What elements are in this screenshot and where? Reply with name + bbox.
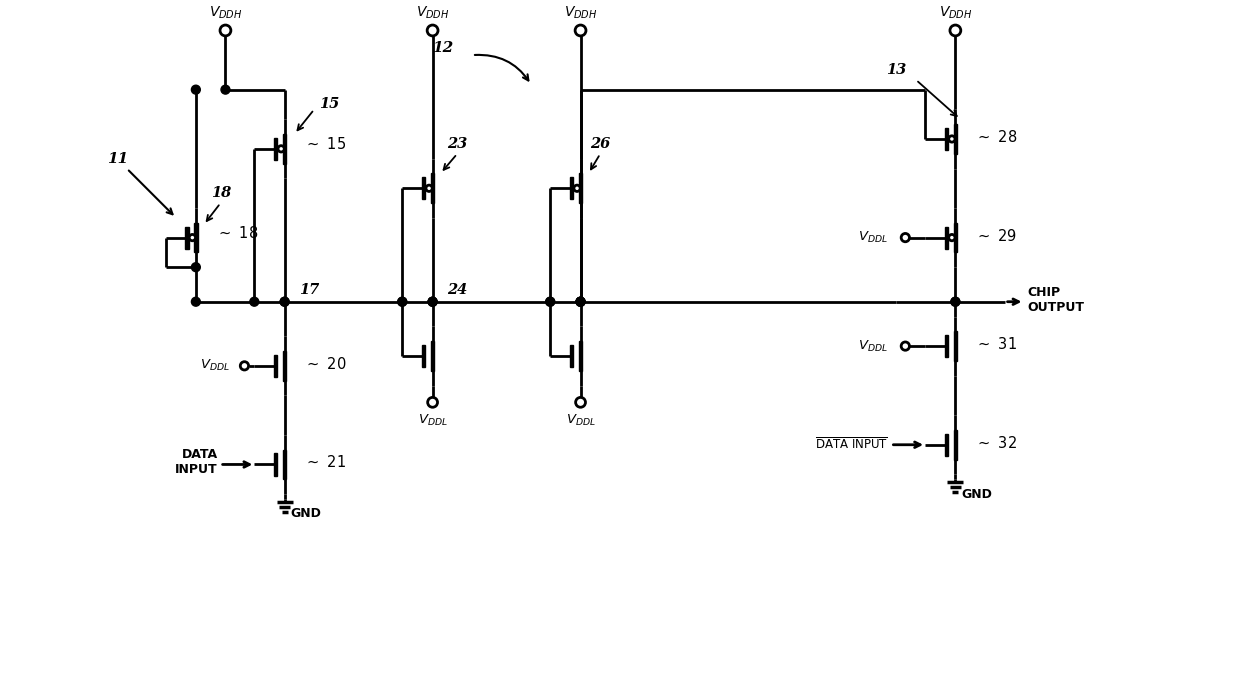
Text: $V_{DDH}$: $V_{DDH}$ (939, 4, 972, 21)
Text: 26: 26 (590, 137, 610, 151)
Text: $V_{DDL}$: $V_{DDL}$ (858, 339, 888, 353)
Circle shape (428, 398, 436, 406)
Text: $\sim\ 32$: $\sim\ 32$ (975, 435, 1017, 451)
Bar (274, 138, 278, 160)
Text: DATA
INPUT: DATA INPUT (175, 448, 218, 476)
Text: $\overline{\mathrm{DATA\ INPUT}}$: $\overline{\mathrm{DATA\ INPUT}}$ (816, 437, 889, 452)
Text: GND: GND (961, 487, 992, 501)
Circle shape (577, 398, 585, 406)
Bar (185, 227, 188, 249)
Text: $V_{DDH}$: $V_{DDH}$ (415, 4, 449, 21)
Text: 23: 23 (448, 137, 467, 151)
Text: GND: GND (290, 507, 321, 520)
Text: $V_{DDL}$: $V_{DDL}$ (565, 413, 595, 428)
Circle shape (191, 297, 201, 306)
Circle shape (951, 297, 960, 306)
Circle shape (901, 234, 909, 241)
Circle shape (190, 235, 195, 240)
Text: $\sim\ 18$: $\sim\ 18$ (216, 225, 258, 241)
Text: $V_{DDH}$: $V_{DDH}$ (208, 4, 242, 21)
Circle shape (949, 137, 955, 141)
Bar (274, 355, 278, 377)
Circle shape (241, 362, 248, 369)
Circle shape (279, 146, 284, 151)
Bar (954, 223, 957, 252)
Text: 11: 11 (107, 151, 128, 166)
Bar (945, 335, 949, 357)
Circle shape (949, 235, 955, 240)
Bar (283, 134, 286, 164)
Circle shape (577, 297, 585, 306)
Bar (422, 345, 425, 367)
Bar (579, 174, 583, 203)
Text: $\sim\ 28$: $\sim\ 28$ (975, 129, 1017, 145)
Text: $\sim\ 29$: $\sim\ 29$ (975, 227, 1017, 244)
Text: 24: 24 (448, 283, 467, 297)
Circle shape (398, 297, 407, 306)
Circle shape (398, 297, 407, 306)
Bar (954, 430, 957, 460)
Text: 18: 18 (211, 186, 231, 201)
Bar (274, 454, 278, 476)
Bar (945, 433, 949, 456)
Circle shape (575, 26, 585, 35)
Text: $\sim\ 15$: $\sim\ 15$ (304, 136, 346, 152)
Circle shape (280, 297, 289, 306)
Text: $\sim\ 21$: $\sim\ 21$ (304, 454, 346, 470)
Circle shape (546, 297, 554, 306)
Bar (945, 128, 949, 150)
Circle shape (250, 297, 259, 306)
Circle shape (951, 26, 960, 35)
Text: 13: 13 (887, 63, 906, 77)
Bar (283, 351, 286, 381)
Text: $\sim\ 20$: $\sim\ 20$ (304, 356, 347, 372)
Bar (945, 227, 949, 249)
Bar (954, 125, 957, 153)
Bar (430, 341, 434, 371)
Text: $\sim\ 31$: $\sim\ 31$ (975, 336, 1017, 352)
Bar (195, 223, 197, 252)
Text: 17: 17 (299, 283, 320, 297)
Circle shape (428, 297, 436, 306)
Circle shape (428, 297, 436, 306)
Circle shape (191, 85, 201, 94)
Text: CHIP
OUTPUT: CHIP OUTPUT (1028, 286, 1084, 314)
Circle shape (428, 297, 436, 306)
Text: 12: 12 (432, 41, 453, 55)
Circle shape (428, 26, 438, 35)
Bar (430, 174, 434, 203)
Circle shape (577, 297, 585, 306)
Circle shape (951, 297, 960, 306)
Bar (283, 450, 286, 479)
Circle shape (280, 297, 289, 306)
Circle shape (546, 297, 554, 306)
Bar (422, 177, 425, 199)
Circle shape (427, 186, 432, 191)
Circle shape (901, 343, 909, 350)
Bar (579, 341, 583, 371)
Bar (570, 177, 573, 199)
Circle shape (577, 297, 585, 306)
Text: $V_{DDL}$: $V_{DDL}$ (200, 358, 229, 374)
Text: $V_{DDL}$: $V_{DDL}$ (858, 230, 888, 245)
Circle shape (574, 186, 580, 191)
Text: $V_{DDH}$: $V_{DDH}$ (564, 4, 598, 21)
Circle shape (221, 85, 229, 94)
Circle shape (221, 26, 231, 35)
Circle shape (191, 262, 201, 272)
Bar (570, 345, 573, 367)
Text: $V_{DDL}$: $V_{DDL}$ (418, 413, 448, 428)
Circle shape (577, 297, 585, 306)
Text: 15: 15 (319, 98, 340, 112)
Bar (954, 331, 957, 361)
